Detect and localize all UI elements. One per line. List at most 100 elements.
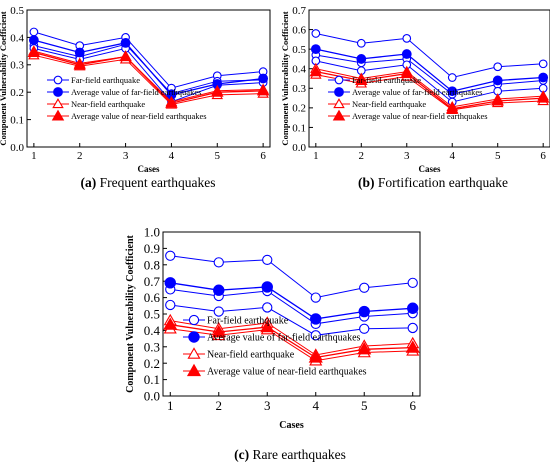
data-point [258,73,269,84]
series-line [33,39,264,96]
caption-letter: (c) [234,447,249,462]
y-axis-title: Component Vulnerability Coefficient [125,234,136,392]
data-point [493,62,503,72]
y-tick-label: 0.1 [10,114,24,126]
caption-text: Rare earthquakes [249,447,346,462]
y-tick-label: 0.8 [144,257,160,272]
legend-label: Average value of far-field earthquakes [207,333,361,344]
data-point [359,282,370,293]
x-tick-label: 3 [264,398,271,413]
y-tick-label: 0.3 [10,60,24,72]
chart-panel-a: 0.0 0.1 0.2 0.3 0.4 0.5 1 2 3 4 5 6 Cases Component V… [0,5,271,190]
data-point [28,35,39,46]
data-point [407,277,418,288]
y-axis-title: Component Vulnerability Coefficient [280,11,290,145]
series-far-individual-0 [165,250,418,303]
chart-panel-b: 0.0 0.1 0.2 0.3 0.4 0.5 0.6 0.7 1 2 3 4 5 6 Cases Compo… [280,5,550,190]
data-point [310,44,321,55]
panel-caption: (a) Frequent earthquakes [81,175,216,190]
legend-marker [334,87,344,97]
series-line [170,282,413,320]
legend-label: Average value of far-field earthquakes [352,87,482,97]
data-point [261,281,273,293]
y-tick-label: 0.2 [144,356,160,371]
data-point [359,323,370,334]
data-point [310,330,321,341]
x-tick-label: 1 [31,150,37,162]
legend-marker [52,98,64,109]
x-tick-label: 5 [361,398,368,413]
x-axis-title: Cases [279,420,304,431]
x-tick-label: 5 [495,150,501,162]
plot-frame [308,9,550,148]
y-tick-label: 0.1 [144,372,160,387]
y-tick-label: 0.4 [292,64,306,76]
series-line [170,328,413,362]
y-axis-title: Component Vulnerability Coefficient [0,11,8,145]
y-tick-label: 0.9 [144,241,160,256]
x-tick-label: 4 [312,398,319,413]
series-near-average-6 [163,317,420,363]
series-line [315,48,544,92]
data-point [163,317,178,330]
x-tick-label: 2 [77,150,83,162]
y-tick-label: 0.6 [292,24,306,36]
panel-caption: (c) Rare earthquakes [234,447,346,462]
legend: Far-field earthquake Average value of far… [183,314,367,378]
series-near-average-6 [309,65,550,114]
series-line [170,255,413,299]
data-point [401,49,412,59]
data-point [260,319,275,333]
data-point [256,84,270,96]
data-point [309,65,323,77]
series-line [33,54,264,106]
legend-marker [188,331,200,343]
series-line [33,31,264,89]
data-point [165,250,176,261]
plot-frame [26,9,271,148]
x-tick-label: 1 [313,150,319,162]
series-near-average-6 [27,46,270,108]
data-point [405,340,420,353]
legend-marker [187,347,201,359]
series-far-individual-2 [165,299,418,341]
data-point [211,324,226,338]
legend-label: Average value of near-field earthquakes [71,111,207,121]
legend-label: Near-field earthquake [207,350,295,361]
series-line [315,74,544,111]
data-point [211,85,224,97]
data-point [213,306,224,317]
data-point [407,302,419,314]
y-tick-label: 1.0 [144,225,160,240]
caption-text: Frequent earthquakes [96,175,215,190]
legend-label: Far-field earthquake [207,316,289,327]
legend-marker [51,109,65,121]
y-tick-label: 0.2 [292,103,306,115]
y-tick-label: 0.5 [292,44,306,56]
panel-caption: (b) Fortification earthquake [358,175,508,190]
legend-marker [53,87,63,97]
data-point [120,37,131,48]
data-point [311,29,321,38]
x-tick-label: 2 [216,398,223,413]
data-point [356,54,367,64]
series-far-individual-0 [311,29,548,82]
y-tick-label: 0.0 [292,142,306,154]
series-line [170,288,413,325]
data-point [213,284,225,296]
legend-label: Far-field earthquake [71,75,140,85]
data-point [310,292,321,303]
series-line [33,47,264,103]
series-line [33,51,264,104]
y-tick-label: 0.5 [144,307,160,322]
data-point [164,277,176,289]
x-axis-title: Cases [138,164,160,174]
legend-marker [333,98,345,109]
legend-marker [332,109,346,121]
y-tick-label: 0.3 [144,339,160,354]
y-tick-label: 0.4 [10,32,24,44]
series-line [315,70,544,110]
data-point [262,254,273,266]
y-tick-label: 0.2 [10,87,24,99]
